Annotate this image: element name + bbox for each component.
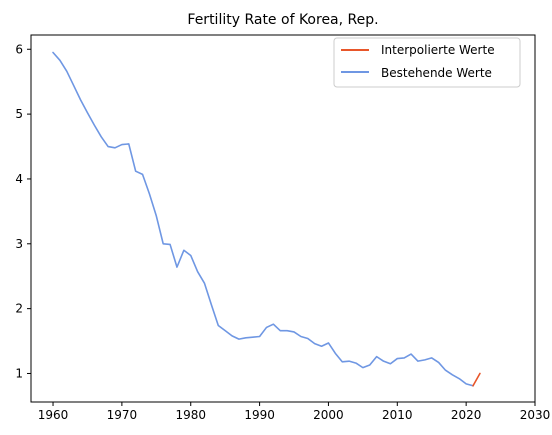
- x-tick-label: 1960: [38, 408, 69, 422]
- y-tick-label: 4: [15, 172, 23, 186]
- x-tick-label: 1990: [244, 408, 275, 422]
- series-line-existing: [52, 51, 474, 387]
- y-axis: 1 2 3 4 5 6: [15, 42, 31, 380]
- chart-title: Fertility Rate of Korea, Rep.: [187, 12, 378, 28]
- y-tick-label: 1: [15, 366, 23, 380]
- x-tick-label: 1970: [107, 408, 138, 422]
- x-tick-label: 2030: [520, 408, 551, 422]
- x-tick-label: 1980: [175, 408, 206, 422]
- legend-box: [333, 37, 521, 88]
- x-tick-label: 2010: [382, 408, 413, 422]
- legend-label-existing: Bestehende Werte: [381, 66, 492, 80]
- series-line-interpolated: [472, 372, 481, 387]
- y-tick-label: 6: [15, 42, 23, 56]
- x-tick-label: 2020: [451, 408, 482, 422]
- x-axis: 1960 1970 1980 1990 2000 2010 2020 2030: [38, 402, 551, 422]
- y-tick-label: 2: [15, 302, 23, 316]
- y-tick-label: 5: [15, 107, 23, 121]
- y-tick-label: 3: [15, 237, 23, 251]
- legend: Interpolierte Werte Bestehende Werte: [333, 37, 521, 88]
- x-tick-label: 2000: [313, 408, 344, 422]
- series-layer: [52, 51, 481, 387]
- plot-frame: [30, 34, 536, 403]
- legend-label-interpolated: Interpolierte Werte: [381, 43, 495, 57]
